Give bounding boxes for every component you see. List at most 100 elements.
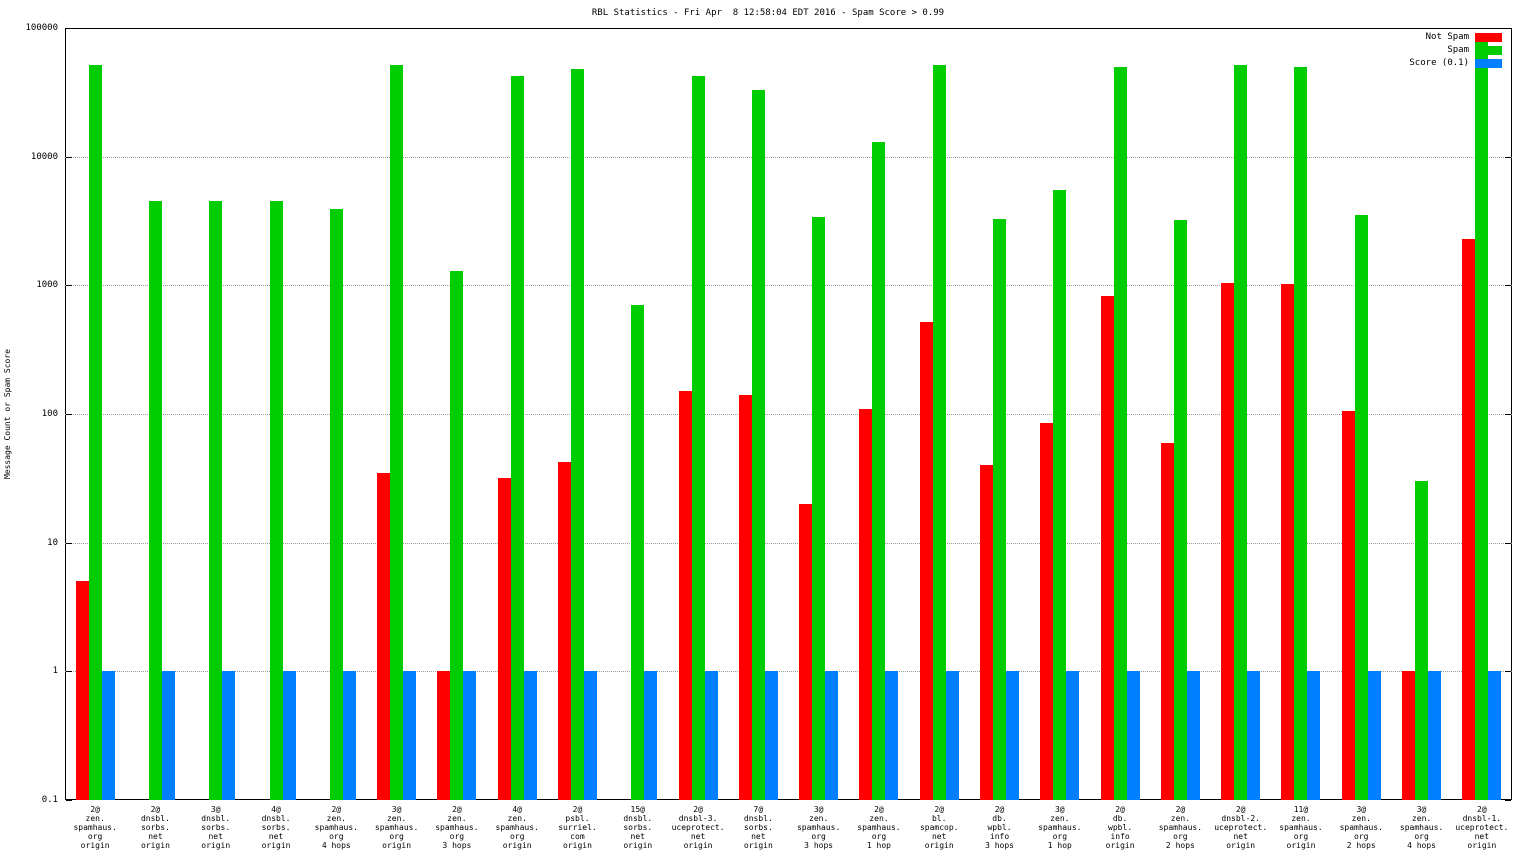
x-tick-label: 2@ dnsbl. sorbs. net origin (140, 805, 170, 850)
bar-not-spam (1221, 283, 1234, 800)
bar-not-spam (859, 409, 872, 800)
bar-not-spam (1462, 239, 1475, 800)
y-tick (1505, 800, 1511, 801)
bar-score-0-1- (1247, 671, 1260, 800)
bar-not-spam (1101, 296, 1114, 800)
y-tick (1505, 543, 1511, 544)
x-tick-label: 2@ dnsbl-2. uceprotect. net origin (1214, 805, 1268, 850)
legend-swatch (1475, 32, 1502, 42)
bar-not-spam (739, 395, 752, 800)
bar-score-0-1- (283, 671, 296, 800)
x-tick-label: 2@ db. wpbl. info origin (1105, 805, 1135, 850)
y-tick (66, 157, 72, 158)
bar-score-0-1- (1488, 671, 1501, 800)
x-tick-label: 3@ zen. spamhaus. org 4 hops (1399, 805, 1444, 850)
bar-score-0-1- (1368, 671, 1381, 800)
x-tick-label: 3@ dnsbl. sorbs. net origin (201, 805, 231, 850)
bar-spam (1475, 34, 1488, 800)
bar-spam (933, 65, 946, 800)
gridline (65, 157, 1512, 158)
bar-spam (1355, 215, 1368, 800)
gridline (65, 543, 1512, 544)
x-tick-label: 2@ zen. spamhaus. org 2 hops (1158, 805, 1203, 850)
bar-spam (209, 201, 222, 800)
bar-score-0-1- (644, 671, 657, 800)
bar-not-spam (1161, 443, 1174, 800)
y-tick (1505, 157, 1511, 158)
bar-not-spam (1281, 284, 1294, 800)
bar-spam (993, 219, 1006, 800)
bar-not-spam (1342, 411, 1355, 800)
x-tick-label: 11@ zen. spamhaus. org origin (1279, 805, 1323, 850)
x-tick-label: 2@ dnsbl-3. uceprotect. net origin (671, 805, 725, 850)
bar-not-spam (1040, 423, 1053, 800)
bar-not-spam (377, 473, 390, 800)
bar-score-0-1- (1006, 671, 1019, 800)
legend-swatch (1475, 45, 1502, 55)
bar-spam (692, 76, 705, 800)
y-tick (66, 671, 72, 672)
x-tick-label: 2@ db. wpbl. info 3 hops (985, 805, 1014, 850)
y-tick (1505, 285, 1511, 286)
x-tick-label: 2@ zen. spamhaus. org 4 hops (314, 805, 358, 850)
bar-spam (450, 271, 463, 800)
y-tick-label: 100000 (25, 23, 58, 33)
y-tick (66, 285, 72, 286)
bar-not-spam (679, 391, 692, 800)
x-tick-label: 2@ zen. spamhaus. org 3 hops (435, 805, 479, 850)
y-tick-label: 10000 (30, 152, 58, 162)
bar-spam (571, 69, 584, 800)
bar-score-0-1- (1428, 671, 1441, 800)
bar-score-0-1- (222, 671, 235, 800)
bar-spam (89, 65, 102, 800)
legend-label: Spam (1447, 45, 1469, 55)
x-tick-label: 2@ zen. spamhaus. org origin (73, 805, 117, 850)
x-tick-label: 7@ dnsbl. sorbs. net origin (743, 805, 773, 850)
bar-score-0-1- (162, 671, 175, 800)
bar-spam (1294, 67, 1307, 800)
x-tick-label: 3@ zen. spamhaus. org 1 hop (1038, 805, 1082, 850)
legend-entry: Not Spam (1426, 32, 1502, 42)
bar-score-0-1- (343, 671, 356, 800)
y-tick (66, 543, 72, 544)
x-tick-label: 4@ zen. spamhaus. org origin (495, 805, 539, 850)
bar-spam (1415, 481, 1428, 800)
bar-not-spam (76, 581, 89, 800)
y-tick-label: 1 (52, 666, 58, 676)
bar-spam (872, 142, 885, 800)
bar-not-spam (980, 465, 993, 800)
bar-score-0-1- (705, 671, 718, 800)
y-tick-label: 0.1 (41, 795, 58, 805)
bar-spam (812, 217, 825, 800)
bar-spam (511, 76, 524, 800)
bar-not-spam (799, 504, 812, 800)
bar-not-spam (1402, 671, 1415, 800)
x-tick-label: 2@ bl. spamcop. net origin (919, 805, 959, 850)
y-tick-label: 1000 (36, 280, 58, 290)
bar-not-spam (558, 462, 571, 800)
legend-label: Not Spam (1425, 32, 1469, 42)
bar-spam (1053, 190, 1066, 800)
bar-spam (330, 209, 343, 800)
y-tick (1505, 414, 1511, 415)
bar-spam (1234, 65, 1247, 800)
gridline (65, 414, 1512, 415)
bar-score-0-1- (463, 671, 476, 800)
bar-score-0-1- (825, 671, 838, 800)
legend-swatch (1475, 58, 1502, 68)
bar-spam (752, 90, 765, 800)
bar-spam (149, 201, 162, 800)
gridline (65, 285, 1512, 286)
legend-entry: Score (0.1) (1409, 58, 1502, 68)
x-tick-label: 2@ psbl. surriel. com origin (558, 805, 597, 850)
bar-score-0-1- (1127, 671, 1140, 800)
x-tick-label: 2@ dnsbl-1. uceprotect. net origin (1455, 805, 1509, 850)
y-tick (1505, 28, 1511, 29)
bar-not-spam (437, 671, 450, 800)
x-tick-label: 4@ dnsbl. sorbs. net origin (261, 805, 291, 850)
y-tick (66, 414, 72, 415)
bar-score-0-1- (1187, 671, 1200, 800)
x-tick-label: 15@ dnsbl. sorbs. net origin (623, 805, 653, 850)
legend-label: Score (0.1) (1409, 58, 1469, 68)
bar-spam (390, 65, 403, 800)
